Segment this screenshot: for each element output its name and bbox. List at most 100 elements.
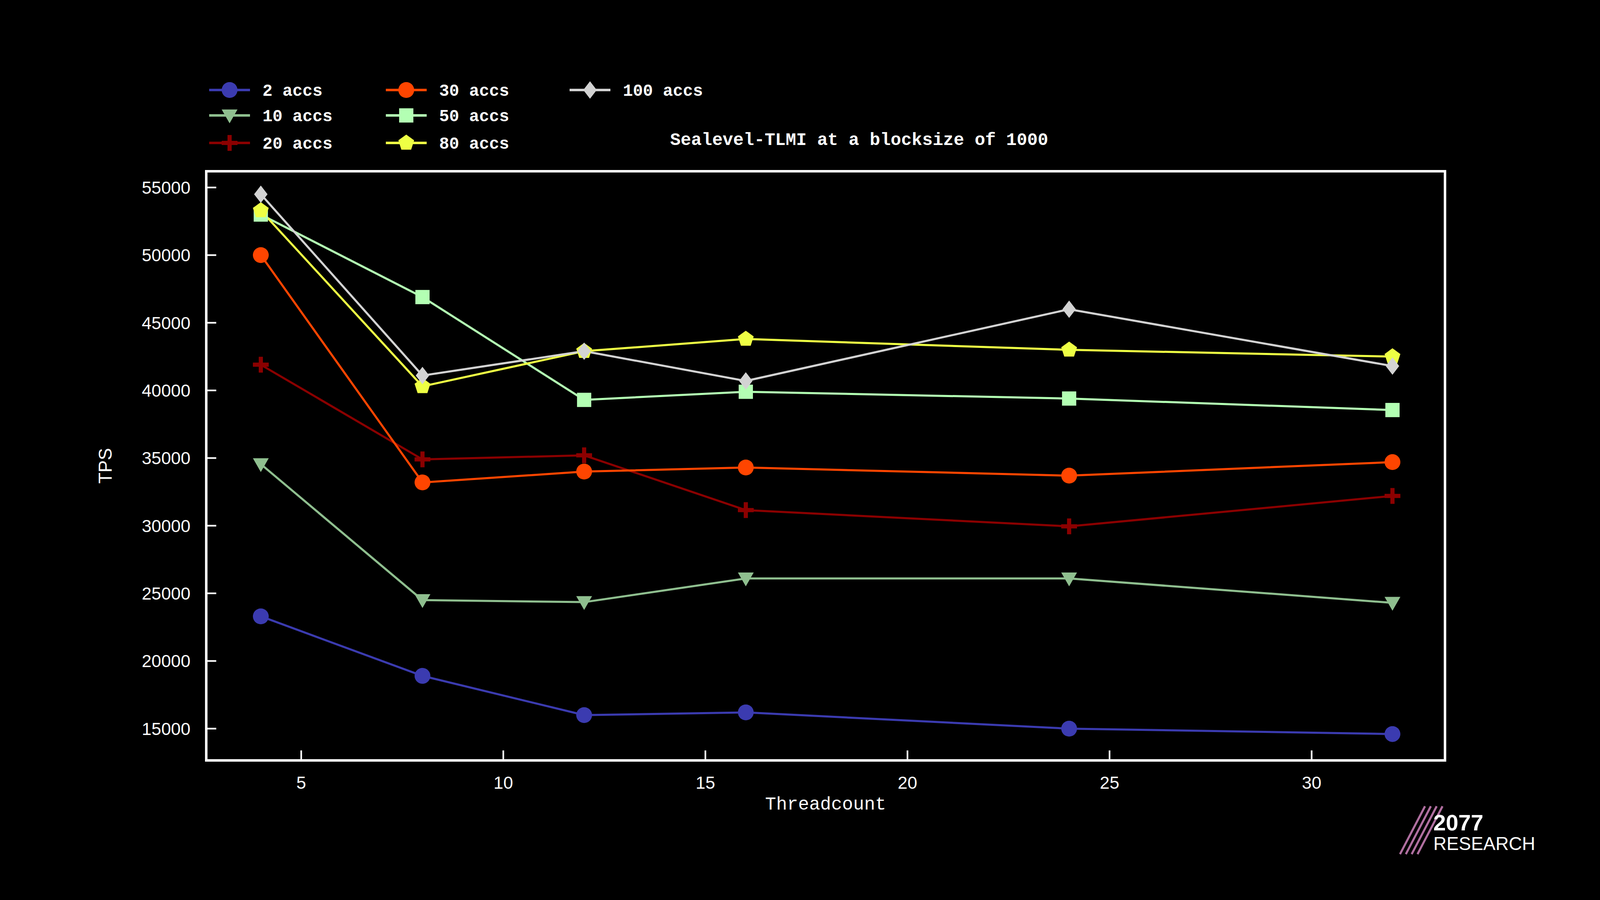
data-point [1384, 487, 1401, 504]
logo-text: RESEARCH [1433, 833, 1536, 854]
series-line [260, 194, 1393, 381]
x-tick [502, 750, 505, 761]
y-tick-label: 30000 [141, 516, 191, 536]
data-point [414, 667, 431, 684]
x-tick [1310, 750, 1313, 761]
legend: 2 accs 10 accs 20 accs 30 accs 50 accs 80 acc… [209, 81, 703, 154]
x-tick [1108, 750, 1111, 761]
plot-frame [206, 171, 1445, 761]
x-tick-label: 10 [493, 772, 514, 793]
y-tick [206, 525, 217, 527]
legend-marker [398, 82, 415, 98]
legend-label: 50 accs [439, 107, 510, 127]
data-point [414, 451, 431, 468]
data-point [1061, 341, 1078, 357]
x-tick [300, 750, 303, 761]
x-tick-label: 5 [296, 772, 306, 793]
y-tick [206, 592, 217, 595]
legend-marker [221, 82, 238, 98]
data-point [1061, 467, 1078, 484]
series-line [260, 210, 1393, 387]
data-point [1062, 391, 1077, 406]
series-line [260, 616, 1393, 734]
y-tick [206, 186, 217, 189]
legend-label: 20 accs [262, 135, 333, 154]
data-point [576, 707, 593, 723]
y-tick [206, 457, 217, 459]
chart: 5 10 15 20 25 30 15000 20000 25000 30000 35000 4000… [0, 0, 1600, 900]
data-point [1384, 726, 1401, 743]
legend-marker [221, 109, 238, 124]
data-point [737, 502, 754, 518]
data-point [576, 447, 593, 464]
y-tick [206, 727, 217, 730]
plot-area [252, 185, 1401, 742]
y-tick-label: 15000 [141, 719, 191, 739]
x-tick-label: 20 [897, 772, 918, 793]
y-tick-label: 50000 [141, 245, 191, 265]
x-tick [704, 750, 707, 761]
data-point [1061, 572, 1078, 587]
y-tick-label: 20000 [141, 651, 191, 671]
x-tick-label: 15 [695, 772, 716, 793]
data-point [1385, 402, 1400, 418]
data-point [252, 202, 269, 218]
data-point [1384, 596, 1401, 611]
y-tick [206, 389, 217, 392]
x-tick-label: 25 [1100, 772, 1120, 793]
logo-stripe [1405, 806, 1431, 855]
data-point [737, 572, 754, 587]
y-tick-label: 25000 [141, 583, 191, 604]
data-point [254, 185, 268, 203]
data-point [737, 330, 754, 346]
legend-marker [221, 135, 238, 151]
series-line [260, 255, 1393, 483]
data-point [252, 356, 269, 373]
logo-stripe [1411, 806, 1437, 855]
data-point [577, 342, 591, 360]
data-point [415, 366, 430, 385]
x-tick-label: 30 [1302, 772, 1322, 793]
data-point [252, 608, 269, 625]
y-tick-label: 35000 [141, 448, 191, 468]
legend-marker [399, 108, 414, 123]
y-axis-label: TPS [95, 447, 116, 484]
data-point [739, 372, 753, 390]
x-tick [906, 750, 909, 761]
y-tick-label: 45000 [141, 313, 191, 333]
data-point [737, 459, 754, 476]
logo-text: 2077 [1433, 810, 1484, 835]
legend-label: 2 accs [262, 82, 323, 101]
data-point [414, 474, 431, 491]
y-tick [206, 660, 217, 662]
legend-label: 10 accs [262, 107, 333, 127]
x-axis-label: Threadcount [765, 794, 886, 815]
data-point [1061, 720, 1078, 737]
legend-label: 80 accs [439, 135, 510, 154]
series-line [260, 464, 1393, 603]
data-point [576, 596, 593, 610]
data-point [252, 247, 269, 263]
background [0, 0, 1600, 900]
data-point [737, 704, 754, 721]
y-tick-label: 55000 [141, 177, 191, 198]
legend-marker [398, 134, 415, 150]
data-point [1061, 518, 1078, 535]
data-point [252, 458, 269, 473]
series-line [260, 364, 1393, 527]
data-point [414, 594, 431, 608]
y-tick-label: 40000 [141, 380, 191, 401]
data-point [577, 392, 592, 408]
legend-marker [583, 81, 597, 99]
data-point [1384, 454, 1401, 470]
logo: 2077RESEARCH [1400, 806, 1536, 855]
data-point [1062, 300, 1076, 318]
legend-label: 30 accs [439, 82, 510, 101]
legend-label: 100 accs [622, 82, 703, 101]
series-line [260, 214, 1393, 410]
y-tick [206, 254, 217, 256]
data-point [1385, 357, 1400, 375]
data-point [415, 290, 430, 305]
data-point [576, 463, 593, 480]
y-tick [206, 322, 217, 324]
